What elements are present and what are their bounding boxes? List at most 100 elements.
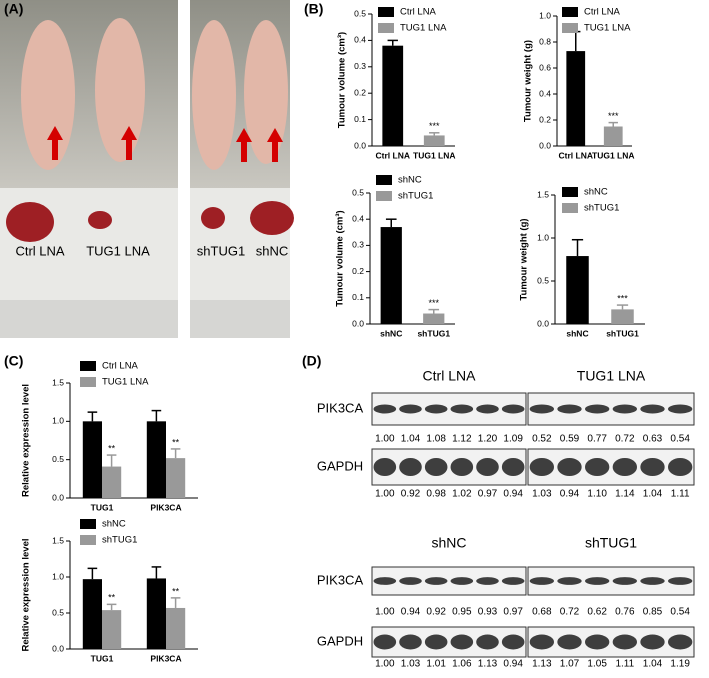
blot-band: [640, 458, 665, 476]
blot-band: [424, 577, 448, 585]
blot-value: 0.68: [532, 607, 552, 618]
legend-label: shNC: [398, 175, 422, 186]
blot-band: [476, 577, 499, 585]
legend-swatch: [80, 361, 96, 371]
photo-label: TUG1 LNA: [86, 243, 150, 258]
blot-value: 1.00: [375, 659, 395, 670]
panel-label: (D): [302, 353, 321, 369]
bar: [380, 227, 402, 324]
blot-band: [399, 577, 422, 585]
legend-label: TUG1 LNA: [102, 377, 149, 388]
error-bar: [616, 304, 629, 310]
blot-value: 1.00: [375, 434, 395, 445]
blot-value: 0.54: [670, 607, 690, 618]
y-axis-label: Tumour volume (cm³): [337, 32, 348, 128]
bar: [603, 126, 623, 146]
significance: **: [108, 593, 116, 603]
blot-band: [450, 458, 474, 476]
x-tick-label: shNC: [380, 328, 402, 338]
blot-value: 0.76: [615, 607, 635, 618]
significance: **: [172, 586, 180, 596]
blot-band: [373, 577, 397, 585]
legend-label: shTUG1: [584, 203, 619, 214]
blot-band: [501, 458, 525, 476]
blot-value: 1.05: [587, 659, 607, 670]
bar: [566, 256, 589, 324]
blot-value: 0.92: [401, 489, 421, 500]
blot-band: [667, 577, 693, 585]
blot-value: 1.06: [452, 659, 472, 670]
y-tick-label: 0.3: [352, 240, 364, 250]
blot-value: 0.95: [452, 607, 472, 618]
blot-value: 1.07: [560, 659, 580, 670]
blot-band: [667, 404, 693, 414]
blot-band: [373, 634, 397, 650]
photo-label: Ctrl LNA: [15, 243, 64, 258]
blot-band: [557, 634, 582, 650]
blot-band: [424, 404, 448, 414]
blot-value: 1.03: [532, 489, 552, 500]
blot-band: [612, 634, 638, 650]
ruler: [0, 300, 178, 338]
blot-value: 0.94: [401, 607, 421, 618]
error-bar: [151, 409, 162, 422]
blot-band: [476, 404, 499, 414]
legend-swatch: [80, 377, 96, 387]
x-tick-label: PIK3CA: [150, 502, 181, 512]
blot-band: [640, 404, 665, 414]
x-tick-label: TUG1: [91, 653, 114, 663]
blot-band: [667, 458, 693, 476]
blot-band: [373, 404, 397, 414]
error-bar: [87, 411, 98, 422]
blot-value: 1.02: [452, 489, 472, 500]
error-bar: [571, 30, 581, 52]
blot-box: [371, 392, 527, 426]
blot-band: [640, 577, 665, 585]
y-tick-label: 0.4: [539, 88, 551, 98]
legend-label: TUG1 LNA: [584, 23, 631, 34]
x-tick-label: Ctrl LNA: [559, 150, 593, 160]
legend-swatch: [562, 23, 578, 33]
blot-value: 0.92: [426, 607, 446, 618]
legend-swatch: [376, 175, 392, 185]
y-tick-label: 0.0: [52, 643, 64, 653]
blot-value: 1.04: [401, 434, 421, 445]
legend-swatch: [562, 187, 578, 197]
blot-value: 0.94: [503, 489, 523, 500]
blot-value: 1.13: [478, 659, 498, 670]
bar: [146, 578, 166, 649]
blot-band: [399, 458, 422, 476]
y-tick-label: 1.5: [537, 189, 549, 199]
error-bar: [151, 566, 162, 579]
blot-value: 1.00: [375, 607, 395, 618]
x-tick-label: TUG1: [91, 502, 114, 512]
blot-value: 0.94: [560, 489, 580, 500]
bar: [423, 313, 445, 324]
blot-value: 1.11: [615, 659, 634, 670]
y-tick-label: 0.2: [539, 114, 551, 124]
panel-label: (B): [304, 1, 323, 17]
blot-row-label: PIK3CA: [317, 572, 364, 587]
blot-value: 0.97: [478, 489, 498, 500]
blot-row-label: PIK3CA: [317, 400, 364, 415]
significance: ***: [617, 293, 628, 303]
y-tick-label: 0.2: [354, 87, 366, 97]
blot-band: [450, 634, 474, 650]
blot-band: [424, 458, 448, 476]
y-tick-label: 0.5: [537, 275, 549, 285]
blot-value: 1.10: [587, 489, 607, 500]
y-tick-label: 1.0: [539, 10, 551, 20]
blot-band: [584, 404, 610, 414]
blot-box: [371, 626, 527, 658]
error-bar: [608, 121, 618, 127]
y-tick-label: 0.5: [354, 8, 366, 18]
y-tick-label: 0.4: [352, 213, 364, 223]
y-tick-label: 0.4: [354, 35, 366, 45]
bar: [382, 45, 404, 146]
blot-value: 1.00: [375, 489, 395, 500]
blot-band: [529, 404, 555, 414]
blot-value: 1.09: [503, 434, 523, 445]
blot-value: 1.11: [671, 489, 690, 500]
error-bar: [428, 308, 440, 314]
blot-value: 0.72: [560, 607, 580, 618]
